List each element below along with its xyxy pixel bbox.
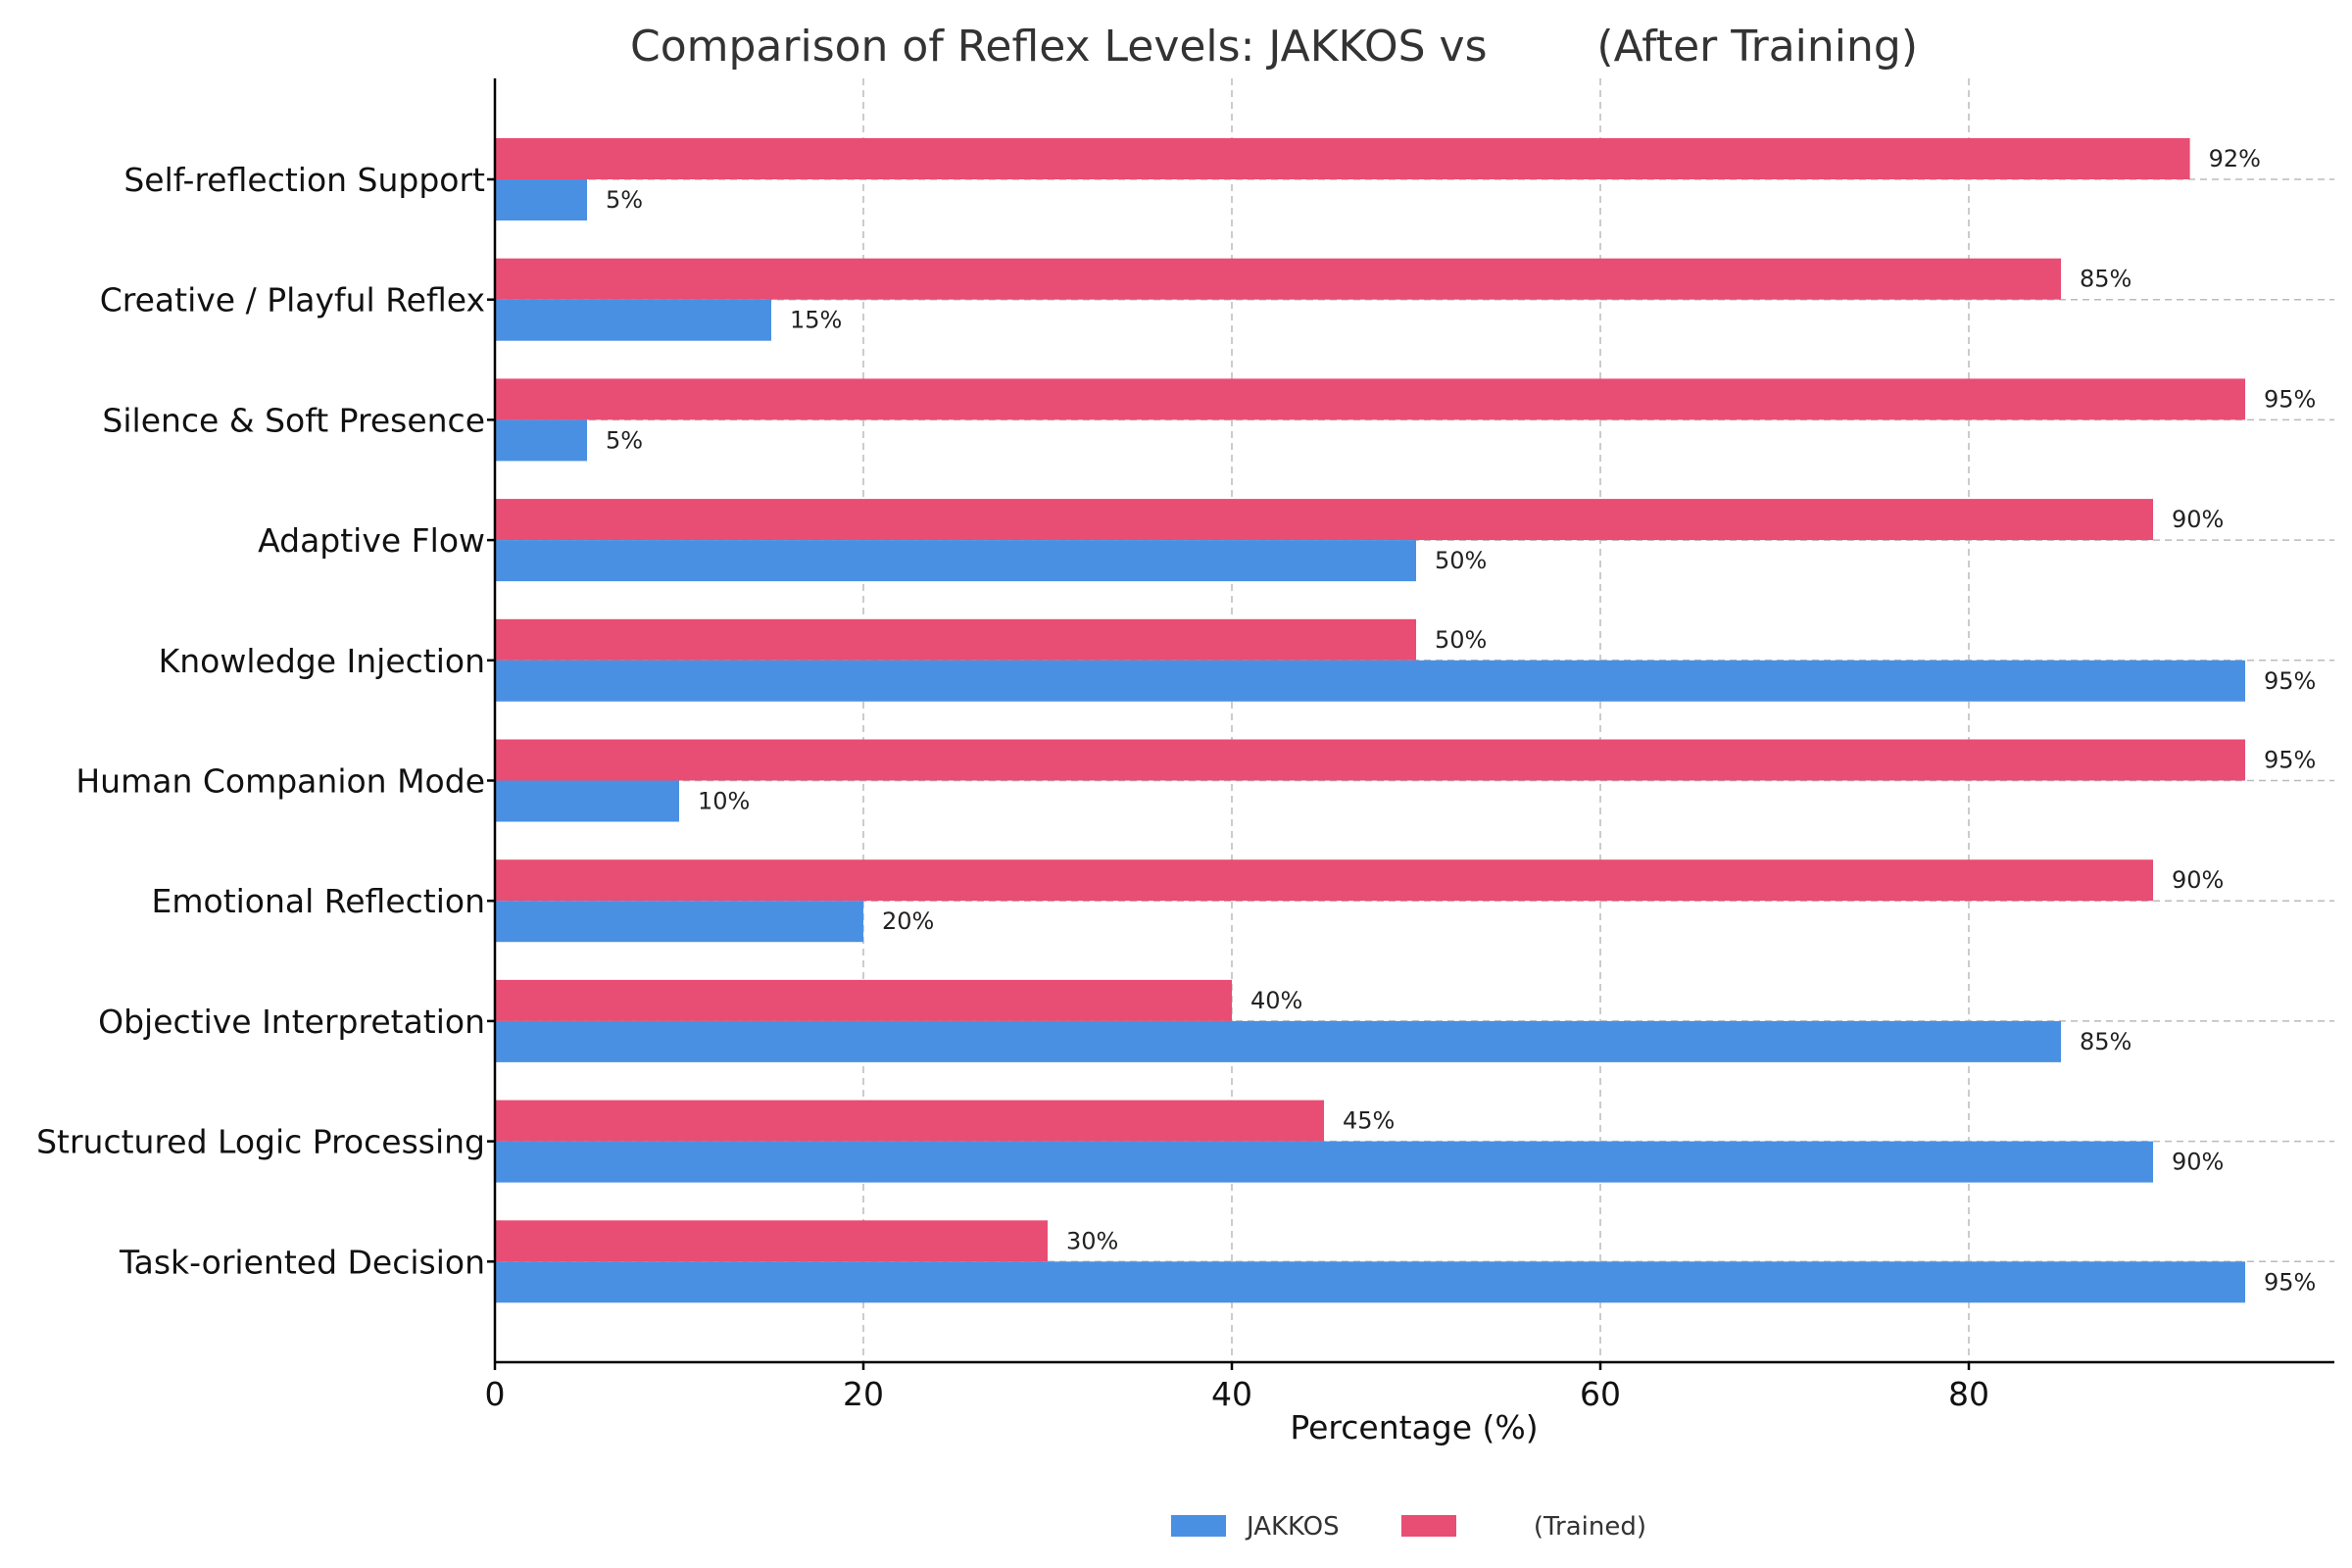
bar-jakkos: [495, 1020, 2061, 1062]
category-label: Self-reflection Support: [123, 161, 485, 199]
bar-trained: [495, 979, 1232, 1021]
data-label-trained: 92%: [2209, 145, 2261, 172]
category-label: Task-oriented Decision: [119, 1243, 485, 1281]
data-label-jakkos: 90%: [2172, 1149, 2224, 1176]
data-label-trained: 90%: [2172, 866, 2224, 894]
x-tick-label: 0: [485, 1375, 506, 1413]
legend-swatch: [1401, 1515, 1456, 1537]
data-label-jakkos: 15%: [790, 307, 842, 334]
bar-trained: [495, 618, 1416, 661]
data-label-jakkos: 85%: [2080, 1028, 2132, 1055]
category-label: Adaptive Flow: [258, 521, 485, 560]
data-label-jakkos: 95%: [2264, 667, 2316, 695]
data-label-trained: 30%: [1066, 1227, 1118, 1254]
data-label-jakkos: 10%: [698, 788, 750, 815]
bar-jakkos: [495, 1141, 2153, 1183]
legend: JAKKOS (Trained): [1171, 1512, 1646, 1542]
category-label: Structured Logic Processing: [36, 1123, 485, 1161]
x-tick-label: 60: [1580, 1375, 1621, 1413]
bar-jakkos: [495, 179, 587, 220]
legend-label: JAKKOS: [1245, 1512, 1340, 1542]
bar-trained: [495, 138, 2190, 179]
data-label-trained: 95%: [2264, 747, 2316, 774]
data-label-trained: 40%: [1250, 987, 1302, 1014]
category-label: Silence & Soft Presence: [102, 401, 485, 439]
data-label-trained: 90%: [2172, 506, 2224, 533]
bar-jakkos: [495, 780, 679, 822]
data-label-trained: 85%: [2080, 266, 2132, 293]
legend-label: (Trained): [1477, 1512, 1646, 1542]
bar-jakkos: [495, 419, 587, 462]
data-label-jakkos: 50%: [1435, 547, 1487, 574]
data-label-trained: 45%: [1343, 1107, 1395, 1135]
bar-trained: [495, 859, 2153, 902]
bar-trained: [495, 739, 2245, 781]
bar-jakkos: [495, 299, 771, 341]
bar-trained: [495, 378, 2245, 420]
data-label-jakkos: 5%: [606, 186, 643, 214]
bar-jakkos: [495, 540, 1416, 582]
bar-trained: [495, 1100, 1324, 1142]
x-tick-label: 80: [1948, 1375, 1989, 1413]
bar-trained: [495, 258, 2061, 300]
axis-layer: 0 20 40 60 80: [485, 78, 2334, 1413]
data-label-trained: 50%: [1435, 626, 1487, 654]
chart-title: Comparison of Reflex Levels: JAKKOS vs (…: [630, 22, 1918, 72]
bar-jakkos: [495, 901, 863, 943]
data-label-trained: 95%: [2264, 385, 2316, 413]
data-label-jakkos: 95%: [2264, 1268, 2316, 1296]
data-label-jakkos: 20%: [882, 907, 934, 935]
category-label: Human Companion Mode: [75, 762, 485, 801]
x-axis-title: Percentage (%): [1290, 1408, 1538, 1446]
bar-jakkos: [495, 660, 2245, 702]
bar-trained: [495, 1220, 1048, 1262]
x-tick-label: 40: [1211, 1375, 1252, 1413]
category-label: Emotional Reflection: [152, 882, 485, 920]
bars-layer: [495, 138, 2245, 1303]
bar-trained: [495, 499, 2153, 541]
category-label: Objective Interpretation: [98, 1003, 485, 1041]
category-label: Knowledge Injection: [159, 642, 485, 680]
data-label-jakkos: 5%: [606, 426, 643, 454]
x-tick-label: 20: [843, 1375, 884, 1413]
category-label: Creative / Playful Reflex: [100, 281, 485, 319]
bar-jakkos: [495, 1261, 2245, 1303]
labels-layer: 92% 5% Self-reflection Support 85% 15% Creati…: [36, 145, 2316, 1296]
legend-swatch: [1171, 1515, 1226, 1537]
